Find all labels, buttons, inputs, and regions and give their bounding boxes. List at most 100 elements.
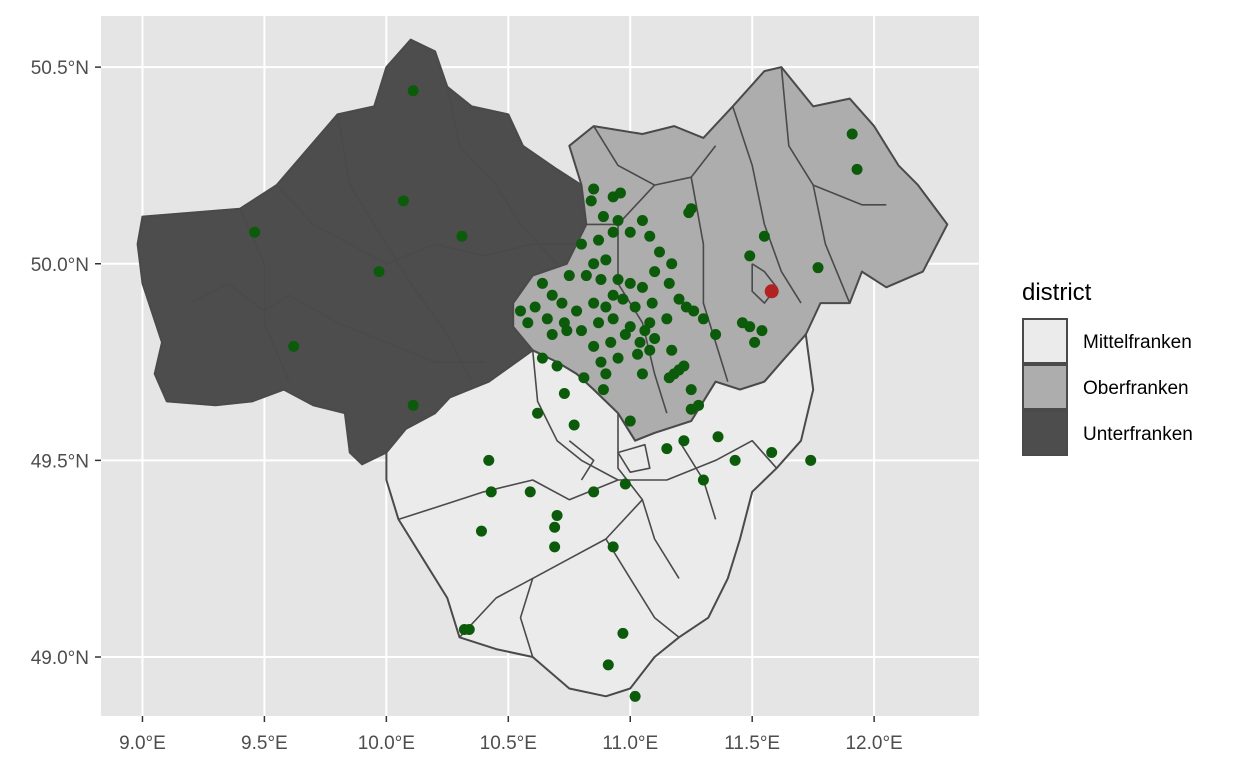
location-point xyxy=(485,486,497,498)
location-point xyxy=(588,486,600,498)
location-point xyxy=(514,305,526,317)
legend-key-unterfranken xyxy=(1022,410,1068,456)
location-point xyxy=(536,352,548,364)
location-point xyxy=(649,332,661,344)
location-point xyxy=(546,289,558,301)
location-point xyxy=(712,431,724,443)
location-point xyxy=(602,659,614,671)
location-point xyxy=(685,203,697,215)
location-point xyxy=(624,277,636,289)
location-point xyxy=(624,226,636,238)
district-regions xyxy=(136,38,949,698)
location-point xyxy=(666,258,678,270)
location-point xyxy=(607,541,619,553)
x-tick-label: 9.5°E xyxy=(241,733,288,754)
highlighted-point xyxy=(764,284,779,299)
county-boundaries xyxy=(190,67,887,658)
location-point xyxy=(585,195,597,207)
location-point xyxy=(678,435,690,447)
location-point xyxy=(756,325,768,337)
location-point xyxy=(614,187,626,199)
location-point xyxy=(766,447,778,459)
location-point xyxy=(600,301,612,313)
location-point xyxy=(663,372,675,384)
location-point xyxy=(595,273,607,285)
county-boundary xyxy=(690,177,729,382)
county-boundary xyxy=(276,184,582,265)
county-boundary xyxy=(617,443,651,473)
location-point xyxy=(749,336,761,348)
location-point xyxy=(600,368,612,380)
location-point xyxy=(673,293,685,305)
location-point xyxy=(536,277,548,289)
location-point xyxy=(636,281,648,293)
location-point xyxy=(812,262,824,274)
location-points xyxy=(249,85,863,702)
location-point xyxy=(654,246,666,258)
y-tick-label: 50.5°N xyxy=(31,58,89,79)
location-point xyxy=(644,317,656,329)
location-point xyxy=(666,344,678,356)
location-point xyxy=(617,627,629,639)
location-point xyxy=(632,348,644,360)
county-boundary xyxy=(593,125,655,186)
location-point xyxy=(619,329,631,341)
county-boundary xyxy=(446,86,558,265)
location-point xyxy=(549,521,561,533)
location-point xyxy=(597,384,609,396)
location-point xyxy=(663,277,675,289)
location-point xyxy=(688,305,700,317)
location-point xyxy=(397,195,409,207)
location-point xyxy=(561,325,573,337)
county-boundary xyxy=(458,499,643,638)
location-point xyxy=(463,623,475,635)
location-point xyxy=(619,478,631,490)
county-boundary xyxy=(519,578,534,658)
x-tick-label: 9.0°E xyxy=(119,733,166,754)
location-point xyxy=(685,384,697,396)
location-point xyxy=(249,226,261,238)
location-point xyxy=(697,313,709,325)
location-point xyxy=(571,305,583,317)
location-point xyxy=(595,356,607,368)
location-point xyxy=(541,313,553,325)
legend-label-oberfranken: Oberfranken xyxy=(1083,378,1189,399)
location-point xyxy=(563,270,575,282)
location-point xyxy=(575,325,587,337)
location-point xyxy=(649,266,661,278)
location-point xyxy=(729,454,741,466)
location-point xyxy=(456,230,468,242)
location-point xyxy=(624,321,636,333)
legend-label-mittelfranken: Mittelfranken xyxy=(1083,332,1192,353)
location-point xyxy=(710,329,722,341)
location-point xyxy=(529,301,541,313)
location-point xyxy=(629,301,641,313)
location-point xyxy=(588,183,600,195)
location-point xyxy=(634,336,646,348)
legend-title: district xyxy=(1022,279,1092,306)
location-point xyxy=(736,317,748,329)
location-point xyxy=(475,525,487,537)
y-tick-label: 50.0°N xyxy=(31,255,89,276)
location-point xyxy=(612,352,624,364)
location-point xyxy=(580,270,592,282)
location-point xyxy=(636,214,648,226)
location-point xyxy=(673,364,685,376)
location-point xyxy=(407,399,419,411)
location-point xyxy=(532,407,544,419)
location-point xyxy=(524,486,536,498)
location-point xyxy=(851,163,863,175)
location-point xyxy=(697,474,709,486)
county-boundary xyxy=(190,282,484,363)
location-point xyxy=(805,454,817,466)
location-point xyxy=(593,234,605,246)
county-boundary xyxy=(731,106,802,304)
location-point xyxy=(661,313,673,325)
axis-ticks: 9.0°E 9.5°E 10.0°E 10.5°E 11.0°E 11.5°E 12.0°E… xyxy=(31,58,903,754)
location-point xyxy=(646,297,658,309)
location-point xyxy=(483,454,495,466)
location-point xyxy=(607,313,619,325)
location-point xyxy=(661,443,673,455)
location-point xyxy=(607,289,619,301)
